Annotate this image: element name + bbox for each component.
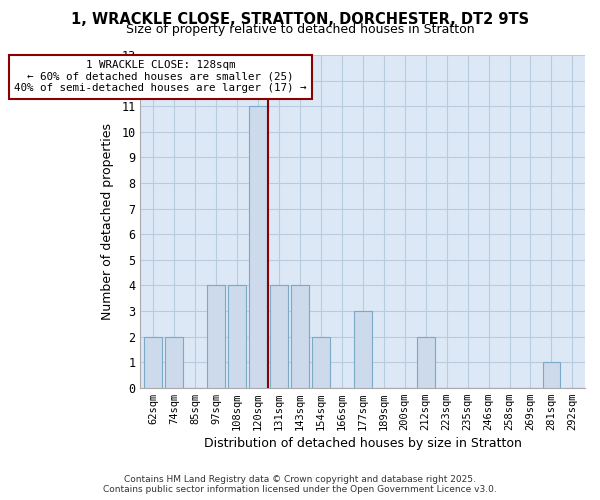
Bar bbox=[207, 286, 225, 388]
Bar bbox=[165, 336, 183, 388]
Bar bbox=[144, 336, 162, 388]
Text: Contains HM Land Registry data © Crown copyright and database right 2025.
Contai: Contains HM Land Registry data © Crown c… bbox=[103, 474, 497, 494]
Bar bbox=[228, 286, 246, 388]
Bar bbox=[312, 336, 329, 388]
Bar bbox=[270, 286, 288, 388]
Bar bbox=[249, 106, 267, 388]
X-axis label: Distribution of detached houses by size in Stratton: Distribution of detached houses by size … bbox=[204, 437, 521, 450]
Text: 1 WRACKLE CLOSE: 128sqm
← 60% of detached houses are smaller (25)
40% of semi-de: 1 WRACKLE CLOSE: 128sqm ← 60% of detache… bbox=[14, 60, 307, 94]
Y-axis label: Number of detached properties: Number of detached properties bbox=[101, 123, 115, 320]
Text: Size of property relative to detached houses in Stratton: Size of property relative to detached ho… bbox=[125, 22, 475, 36]
Text: 1, WRACKLE CLOSE, STRATTON, DORCHESTER, DT2 9TS: 1, WRACKLE CLOSE, STRATTON, DORCHESTER, … bbox=[71, 12, 529, 28]
Bar bbox=[354, 311, 371, 388]
Bar bbox=[542, 362, 560, 388]
Bar bbox=[291, 286, 309, 388]
Bar bbox=[417, 336, 434, 388]
